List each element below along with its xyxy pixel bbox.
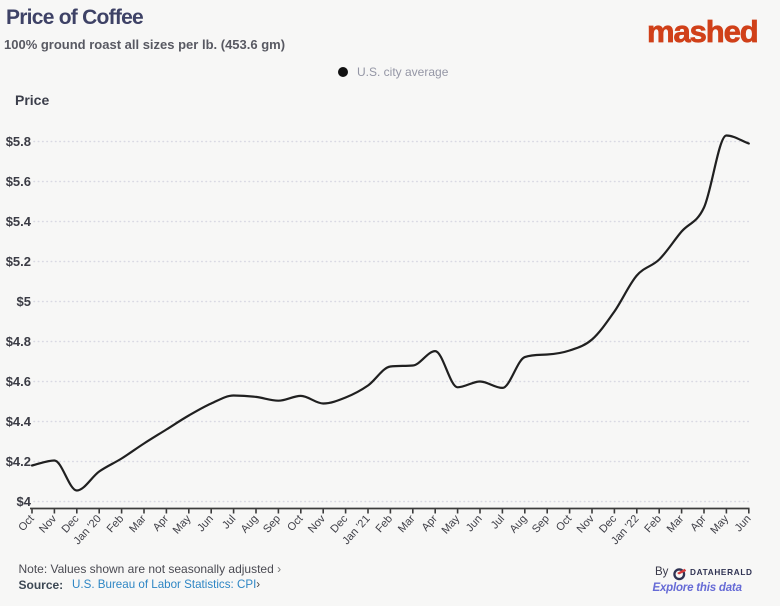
svg-text:$5.2: $5.2 bbox=[6, 254, 31, 269]
svg-text:Sep: Sep bbox=[530, 513, 552, 536]
svg-text:$4: $4 bbox=[17, 494, 32, 509]
svg-text:Feb: Feb bbox=[642, 513, 664, 535]
svg-text:Mar: Mar bbox=[665, 513, 687, 535]
svg-text:$4.4: $4.4 bbox=[6, 414, 32, 429]
svg-text:Jun: Jun bbox=[464, 513, 485, 534]
svg-text:Jul: Jul bbox=[489, 513, 507, 531]
svg-text:May: May bbox=[708, 513, 731, 537]
svg-text:Apr: Apr bbox=[420, 513, 441, 534]
svg-text:Nov: Nov bbox=[306, 513, 328, 536]
svg-text:Sep: Sep bbox=[261, 513, 283, 536]
svg-text:$5.4: $5.4 bbox=[6, 214, 32, 229]
svg-text:Oct: Oct bbox=[554, 513, 574, 534]
svg-text:Nov: Nov bbox=[37, 513, 59, 536]
svg-text:Feb: Feb bbox=[374, 513, 396, 535]
svg-text:May: May bbox=[171, 513, 194, 537]
svg-text:Feb: Feb bbox=[105, 513, 127, 535]
svg-text:Jun: Jun bbox=[195, 513, 216, 534]
svg-text:$5: $5 bbox=[17, 294, 31, 309]
svg-text:$4.2: $4.2 bbox=[6, 454, 31, 469]
svg-text:$4.6: $4.6 bbox=[6, 374, 31, 389]
svg-text:$5.8: $5.8 bbox=[6, 134, 31, 149]
svg-text:$5.6: $5.6 bbox=[6, 174, 31, 189]
svg-text:Oct: Oct bbox=[16, 513, 36, 534]
svg-text:Mar: Mar bbox=[396, 513, 418, 535]
svg-text:May: May bbox=[440, 513, 463, 537]
svg-text:Aug: Aug bbox=[508, 513, 530, 536]
svg-text:Mar: Mar bbox=[127, 513, 149, 535]
svg-text:Nov: Nov bbox=[575, 513, 597, 536]
svg-text:Aug: Aug bbox=[239, 513, 261, 536]
svg-text:Jun: Jun bbox=[733, 513, 754, 534]
svg-text:Jul: Jul bbox=[220, 513, 238, 531]
svg-text:Oct: Oct bbox=[285, 513, 305, 534]
svg-text:Apr: Apr bbox=[688, 513, 709, 534]
svg-text:Apr: Apr bbox=[151, 513, 172, 534]
svg-text:$4.8: $4.8 bbox=[6, 334, 31, 349]
